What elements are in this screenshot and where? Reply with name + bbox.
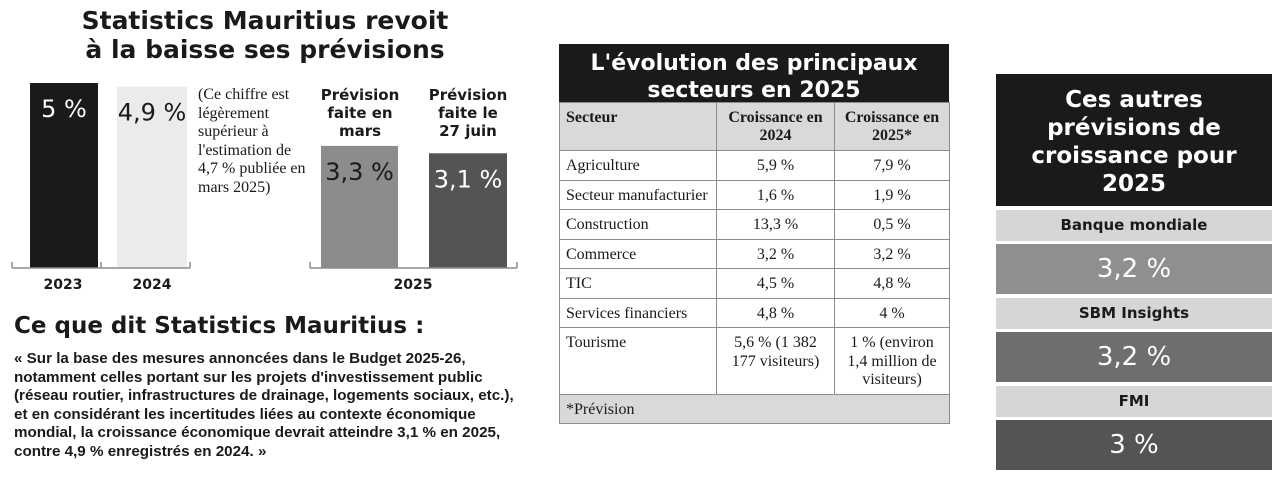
- table-footnote: *Prévision: [559, 393, 950, 424]
- cell-sector: TIC: [559, 268, 717, 299]
- table-row: Services financiers 4,8 % 4 %: [559, 297, 950, 328]
- table-title-line-2: secteurs en 2025: [647, 78, 861, 103]
- cell-2024: 1,6 %: [716, 179, 835, 210]
- chart-title-line-1: Statistics Mauritius revoit: [81, 6, 449, 35]
- cell-sector: Construction: [559, 209, 717, 240]
- chart-title: Statistics Mauritius revoit à la baisse …: [20, 6, 510, 64]
- table-title: L'évolution des principaux secteurs en 2…: [559, 44, 949, 103]
- bar-label-2025-juin: 3,1 %: [434, 165, 503, 193]
- cell-2024: 4,8 %: [716, 297, 835, 328]
- cell-2024: 13,3 %: [716, 209, 835, 240]
- header-croissance-2025: Croissance en 2025*: [834, 102, 950, 151]
- estimate-note: (Ce chiffre est légèrement supérieur à l…: [198, 86, 306, 196]
- header-mars-line-3: mars: [339, 122, 381, 140]
- header-mars-line-1: Prévision: [321, 86, 400, 104]
- table-row: TIC 4,5 % 4,8 %: [559, 268, 950, 299]
- forecast-value-sbm-insights: 3,2 %: [996, 332, 1272, 382]
- table-row: Tourisme 5,6 % (1 382 177 visiteurs) 1 %…: [559, 327, 950, 395]
- forecast-label-banque-mondiale: Banque mondiale: [996, 210, 1272, 241]
- header-croissance-2024: Croissance en 2024: [716, 102, 835, 151]
- sector-table: Secteur Croissance en 2024 Croissance en…: [559, 102, 950, 424]
- cell-sector: Agriculture: [559, 150, 717, 181]
- chart-title-line-2: à la baisse ses prévisions: [85, 35, 445, 64]
- cell-2024: 4,5 %: [716, 268, 835, 299]
- table-title-line-1: L'évolution des principaux: [590, 51, 918, 76]
- cell-2024: 3,2 %: [716, 238, 835, 269]
- cell-2025: 1 % (environ 1,4 million de visiteurs): [834, 327, 950, 395]
- cell-2024: 5,9 %: [716, 150, 835, 181]
- table-row: Secteur manufacturier 1,6 % 1,9 %: [559, 179, 950, 210]
- forecast-label-fmi: FMI: [996, 386, 1272, 417]
- header-juin-line-2: faite le: [438, 104, 498, 122]
- bar-2023: [30, 83, 98, 268]
- bar-label-2025-mars: 3,3 %: [325, 158, 394, 186]
- bar-label-2023: 5 %: [41, 95, 87, 123]
- cell-2025: 3,2 %: [834, 238, 950, 269]
- cell-2025: 7,9 %: [834, 150, 950, 181]
- cell-2025: 1,9 %: [834, 179, 950, 210]
- section-title: Ce que dit Statistics Mauritius :: [14, 313, 425, 339]
- cell-sector: Services financiers: [559, 297, 717, 328]
- cell-2024: 5,6 % (1 382 177 visiteurs): [716, 327, 835, 395]
- bar-label-2024: 4,9 %: [118, 99, 187, 127]
- bar-2025-juin: [429, 153, 507, 268]
- forecast-value-fmi: 3 %: [996, 420, 1272, 470]
- cell-sector: Commerce: [559, 238, 717, 269]
- header-secteur: Secteur: [559, 102, 717, 151]
- quote-text: « Sur la base des mesures annoncées dans…: [14, 350, 514, 460]
- x-tick-2024: 2024: [133, 277, 172, 293]
- cell-2025: 4,8 %: [834, 268, 950, 299]
- table-footnote-row: *Prévision: [559, 393, 950, 424]
- cell-sector: Secteur manufacturier: [559, 179, 717, 210]
- other-forecasts-panel: Ces autres prévisions de croissance pour…: [996, 74, 1272, 470]
- header-mars-line-2: faite en: [327, 104, 392, 122]
- header-juin-line-1: Prévision: [429, 86, 508, 104]
- bar-2025-mars: [321, 145, 398, 268]
- other-forecasts-title: Ces autres prévisions de croissance pour…: [996, 74, 1272, 206]
- cell-2025: 0,5 %: [834, 209, 950, 240]
- forecast-value-banque-mondiale: 3,2 %: [996, 244, 1272, 294]
- cell-sector: Tourisme: [559, 327, 717, 395]
- x-tick-2023: 2023: [44, 277, 83, 293]
- forecast-label-sbm-insights: SBM Insights: [996, 298, 1272, 329]
- x-tick-2025: 2025: [394, 277, 433, 293]
- bar-2024: [117, 86, 187, 268]
- table-header-row: Secteur Croissance en 2024 Croissance en…: [559, 102, 950, 151]
- cell-2025: 4 %: [834, 297, 950, 328]
- growth-bar-chart: Prévision faite en mars Prévision faite …: [11, 83, 518, 293]
- table-row: Construction 13,3 % 0,5 %: [559, 209, 950, 240]
- table-row: Agriculture 5,9 % 7,9 %: [559, 150, 950, 181]
- table-row: Commerce 3,2 % 3,2 %: [559, 238, 950, 269]
- sector-table-panel: L'évolution des principaux secteurs en 2…: [559, 44, 950, 424]
- header-juin-line-3: 27 juin: [439, 122, 497, 140]
